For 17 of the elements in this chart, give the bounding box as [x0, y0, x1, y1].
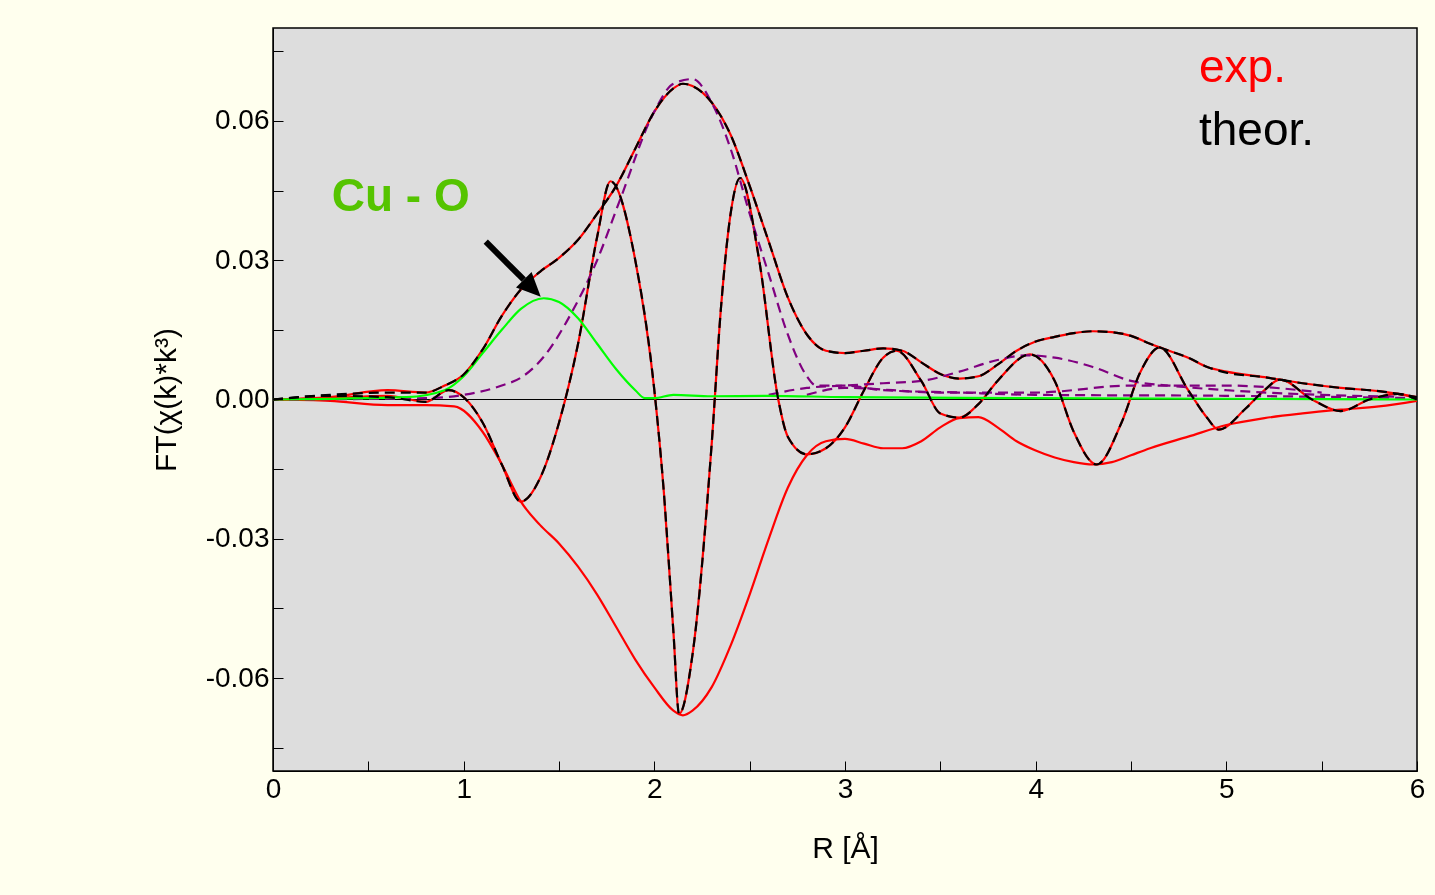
x-tick-label: 0	[265, 772, 282, 804]
x-tick-label: 5	[1219, 772, 1235, 804]
y-axis-title: FT(χ(k)*k³)	[148, 327, 182, 473]
text: theor.	[1199, 103, 1315, 155]
y-tick-label: -0.03	[205, 522, 270, 554]
annotation: Cu - O	[331, 168, 470, 221]
text: exp.	[1199, 40, 1286, 92]
y-tick-label: 0.03	[215, 243, 270, 275]
x-tick-label: 3	[837, 772, 854, 804]
y-tick-label: 0.00	[215, 383, 270, 414]
x-tick-label: 6	[1409, 772, 1426, 804]
y-tick-label: -0.06	[205, 661, 270, 693]
x-tick-label: 1	[456, 772, 472, 804]
x-axis-title: R [Å]	[812, 830, 879, 864]
x-tick-label: 4	[1028, 772, 1044, 804]
x-tick-label: 2	[647, 772, 663, 804]
y-tick-label: 0.06	[215, 104, 270, 136]
